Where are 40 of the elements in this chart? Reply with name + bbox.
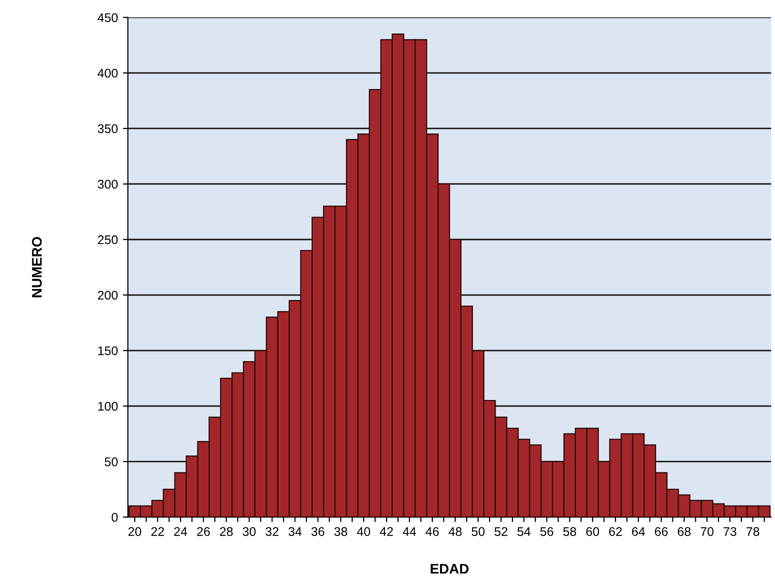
x-axis-title: EDAD	[430, 564, 469, 574]
y-tick-label: 250	[98, 235, 118, 244]
x-tick-label: 38	[334, 527, 348, 536]
x-tick-label: 78	[746, 527, 760, 536]
x-tick-label: 26	[197, 527, 210, 536]
x-tick-label: 60	[586, 527, 600, 536]
x-tick-label: 20	[128, 527, 142, 536]
x-tick-label: 73	[724, 527, 736, 536]
x-tick-label: 44	[402, 527, 416, 536]
x-tick-label: 68	[678, 527, 691, 536]
x-tick-label: 30	[242, 527, 256, 536]
x-tick-label: 32	[266, 527, 278, 536]
y-tick-label: 100	[98, 402, 118, 411]
x-tick-label: 28	[220, 527, 233, 536]
x-tick-label: 70	[700, 527, 714, 536]
y-tick-label: 350	[98, 124, 118, 134]
x-tick-label: 40	[356, 527, 370, 536]
y-tick-label: 0	[112, 512, 118, 522]
x-tick-label: 56	[540, 527, 554, 536]
y-tick-label: 200	[98, 290, 118, 300]
x-tick-label: 50	[472, 527, 485, 536]
y-tick-label: 400	[98, 68, 118, 78]
x-tick-label: 54	[517, 527, 530, 536]
x-tick-label: 48	[448, 527, 462, 536]
x-tick-label: 66	[654, 527, 668, 536]
x-tick-label: 52	[494, 527, 508, 536]
x-tick-label: 42	[380, 527, 393, 536]
x-tick-label: 64	[632, 527, 645, 536]
x-tick-label: 24	[174, 527, 188, 536]
y-tick-label: 150	[98, 346, 118, 356]
y-tick-label: 50	[104, 457, 118, 466]
x-tick-label: 58	[563, 527, 576, 536]
y-tick-label: 450	[98, 13, 118, 22]
y-axis-title: NUMERO	[32, 236, 42, 298]
x-tick-label: 46	[426, 527, 439, 536]
x-tick-label: 36	[311, 527, 324, 536]
y-tick-label: 300	[98, 180, 118, 189]
x-tick-label: 34	[288, 527, 302, 536]
x-tick-label: 22	[151, 527, 164, 536]
x-tick-label: 62	[609, 527, 622, 536]
